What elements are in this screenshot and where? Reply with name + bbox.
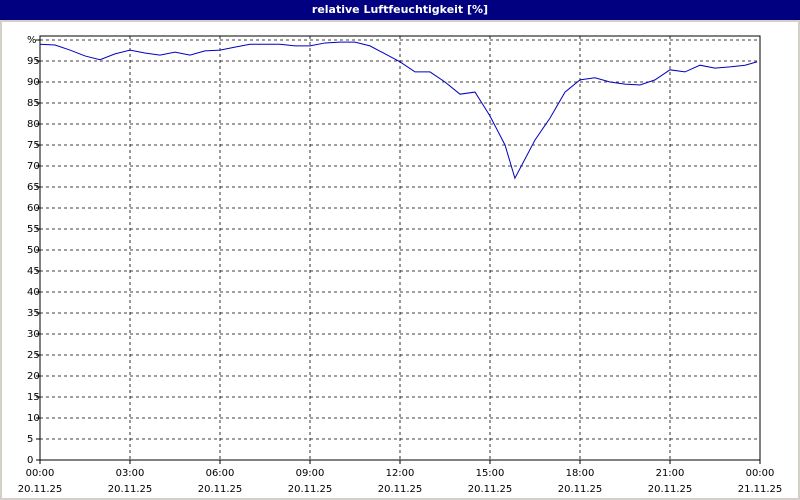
x-tick-label: 00:00 20.11.25 [18, 468, 63, 495]
y-tick-label: 60 [27, 203, 40, 214]
y-tick-label: 95 [27, 56, 40, 67]
x-tick-label: 09:00 20.11.25 [288, 468, 333, 495]
x-tick-label: 03:00 20.11.25 [108, 468, 153, 495]
y-tick-label: 15 [27, 392, 40, 403]
y-tick-label: 50 [27, 245, 40, 256]
y-tick-label: % [27, 35, 37, 46]
y-tick-label: 65 [27, 182, 40, 193]
x-tick-label: 21:00 20.11.25 [648, 468, 693, 495]
y-tick-label: 85 [27, 98, 40, 109]
y-tick-label: 80 [27, 119, 40, 130]
y-tick-label: 35 [27, 308, 40, 319]
y-tick-label: 90 [27, 77, 40, 88]
x-tick-label: 15:00 20.11.25 [468, 468, 513, 495]
chart-title: relative Luftfeuchtigkeit [%] [312, 3, 488, 16]
y-tick-label: 0 [27, 455, 33, 466]
x-tick-label: 06:00 20.11.25 [198, 468, 243, 495]
y-tick-label: 55 [27, 224, 40, 235]
x-tick-label: 18:00 20.11.25 [558, 468, 603, 495]
data-line [39, 41, 758, 180]
plot-frame [39, 35, 761, 461]
y-tick-label: 75 [27, 140, 40, 151]
x-tick-label: 12:00 20.11.25 [378, 468, 423, 495]
y-tick-label: 40 [27, 287, 40, 298]
y-tick-label: 70 [27, 161, 40, 172]
y-tick-label: 45 [27, 266, 40, 277]
y-tick-label: 5 [27, 434, 33, 445]
title-bar [0, 0, 800, 20]
y-tick-label: 30 [27, 329, 40, 340]
y-tick-label: 20 [27, 371, 40, 382]
y-tick-label: 10 [27, 413, 40, 424]
x-tick-label: 00:00 21.11.25 [738, 468, 783, 495]
y-tick-label: 25 [27, 350, 40, 361]
